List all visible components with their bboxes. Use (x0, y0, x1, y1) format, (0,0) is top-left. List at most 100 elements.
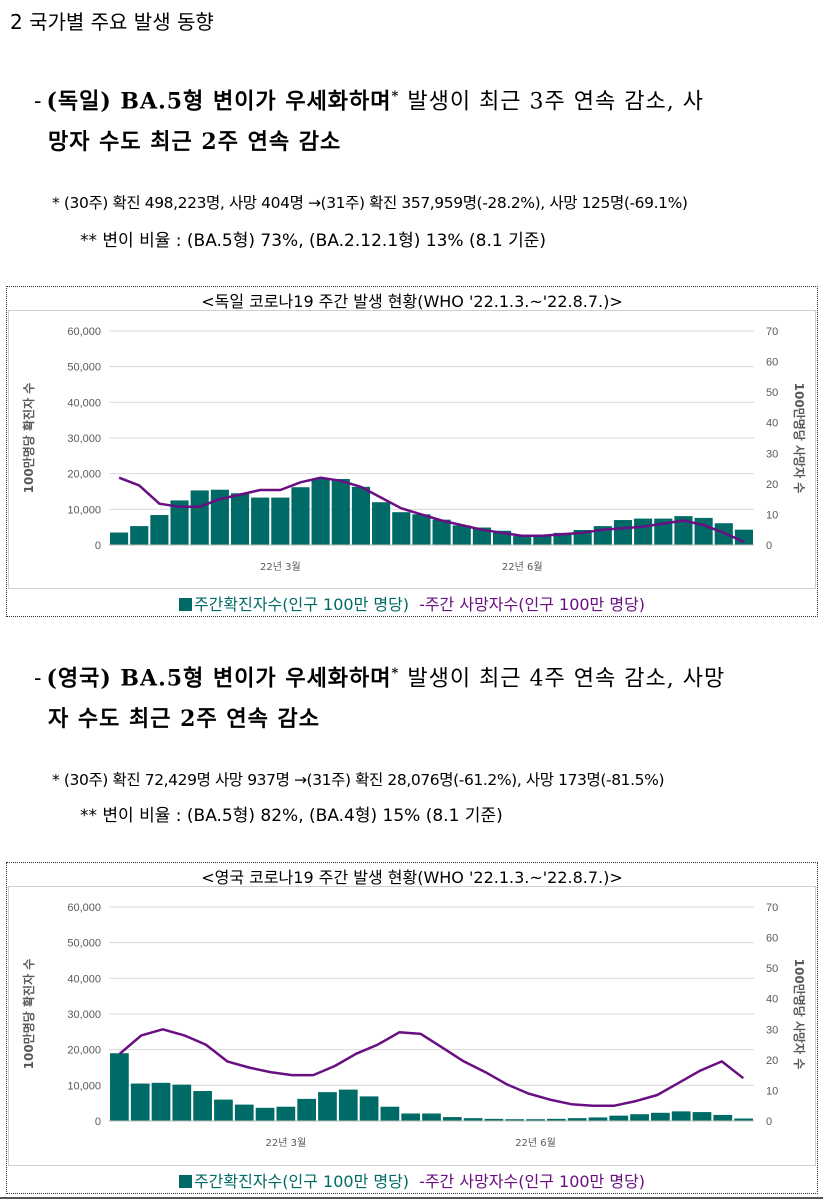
y2-tick-label: 0 (766, 540, 772, 552)
y-tick-label: 0 (95, 1116, 101, 1128)
y-axis-title: 100만명당 확진자 수 (21, 959, 36, 1070)
y-tick-label: 40,000 (67, 397, 101, 409)
cases-bar (526, 1119, 545, 1121)
cases-bar (553, 532, 572, 545)
deaths-legend-label: -주간 사망자수(인구 100만 명당) (419, 595, 646, 614)
uk-headline-rest1: 발생이 최근 4주 연속 감소, 사망 (399, 666, 726, 692)
cases-bar (193, 1091, 212, 1121)
germany-note-2-bold: (BA.5형) 73%, (186, 231, 304, 251)
cases-bar (630, 1114, 649, 1121)
germany-note-2: ** 변이 비율 : (BA.5형) 73%, (BA.2.12.1형) 13%… (80, 226, 546, 251)
cases-bar (713, 1114, 733, 1121)
cases-bar (234, 1104, 254, 1121)
y2-axis-title: 100만명당 사망자 수 (792, 383, 807, 494)
x-tick-label: 22년 6월 (515, 1137, 556, 1149)
x-tick-label: 22년 6월 (502, 561, 543, 573)
y2-tick-label: 50 (766, 387, 778, 399)
uk-headline-main: BA.5형 변이가 우세화하며 (120, 665, 392, 692)
cases-bar (588, 1117, 608, 1121)
y-tick-label: 10,000 (67, 504, 101, 516)
cases-bar (130, 1083, 150, 1121)
uk-legend: 주간확진자수(인구 100만 명당) -주간 사망자수(인구 100만 명당) (7, 1168, 817, 1192)
deaths-line (118, 1028, 745, 1107)
y-tick-label: 30,000 (67, 1009, 101, 1021)
germany-headline-prefix: (독일) (46, 88, 112, 115)
cases-legend-swatch (178, 1175, 192, 1188)
y-tick-label: 50,000 (67, 938, 101, 950)
y-axis-title: 100만명당 확진자 수 (21, 383, 36, 494)
uk-headline-star: * (391, 666, 400, 681)
deaths-legend-label: -주간 사망자수(인구 100만 명당) (419, 1172, 646, 1191)
cases-bar (734, 1118, 753, 1121)
y2-tick-label: 30 (766, 1024, 778, 1036)
y-tick-label: 50,000 (67, 362, 101, 374)
y2-tick-label: 0 (766, 1116, 772, 1128)
cases-bar (110, 1053, 129, 1121)
section-title: 2 국가별 주요 발생 동향 (10, 10, 214, 34)
y2-tick-label: 40 (766, 994, 778, 1006)
cases-bar (172, 1084, 192, 1121)
uk-chart: 0 10,000 20,000 30,000 40,000 50,000 60,000 0 10… (21, 902, 807, 1149)
cases-bar (533, 535, 552, 545)
cases-bar (694, 517, 713, 545)
cases-bar (214, 1099, 233, 1121)
uk-chart-title: <영국 코로나19 주간 발생 현황(WHO '22.1.3.~'22.8.7.… (201, 868, 623, 887)
germany-headline: - (독일) BA.5형 변이가 우세화하며* 발생이 최근 3주 연속 감소, … (34, 88, 704, 156)
cases-bar (251, 497, 270, 545)
y2-tick-label: 10 (766, 509, 778, 521)
uk-figure: <영국 코로나19 주간 발생 현황(WHO '22.1.3.~'22.8.7.… (6, 862, 818, 1194)
cases-bar (297, 1098, 317, 1121)
cases-bar (210, 489, 229, 545)
cases-bar (170, 500, 189, 545)
germany-note-2-rest: (BA.2.12.1형) 13% (8.1 기준) (303, 231, 546, 251)
y-tick-label: 40,000 (67, 973, 101, 985)
y-tick-label: 60,000 (67, 326, 101, 338)
cases-bar (291, 487, 310, 545)
y2-tick-label: 40 (766, 418, 778, 430)
cases-bar (651, 1112, 670, 1121)
uk-note-2-bold: (BA.5형) 82%, (186, 806, 304, 826)
cases-bar (412, 514, 431, 545)
page-bottom-rule (0, 1197, 823, 1199)
cases-bar (130, 526, 149, 545)
uk-headline: - (영국) BA.5형 변이가 우세화하며* 발생이 최근 4주 연속 감소, … (34, 665, 726, 733)
cases-bar (276, 1106, 296, 1121)
cases-bar (351, 486, 371, 545)
cases-bar (271, 497, 290, 545)
cases-bar (432, 519, 451, 545)
germany-note-1: * (30주) 확진 498,223명, 사망 404명 →(31주) 확진 3… (52, 194, 688, 212)
uk-note-2-rest: (BA.4형) 15% (8.1 기준) (303, 806, 503, 826)
cases-legend-label: 주간확진자수(인구 100만 명당) (193, 1172, 410, 1191)
cases-bar (151, 1082, 171, 1121)
cases-bar (484, 1118, 504, 1121)
deaths-line (118, 476, 745, 544)
y2-tick-label: 10 (766, 1085, 778, 1097)
y-tick-label: 20,000 (67, 469, 101, 481)
cases-bar (318, 1092, 337, 1121)
uk-note-2-prefix: ** 변이 비율 : (80, 806, 187, 826)
uk-note-1: * (30주) 확진 72,429명 사망 937명 →(31주) 확진 28,… (52, 771, 665, 789)
x-tick-label: 22년 3월 (260, 561, 301, 573)
uk-chart-frame: 0 10,000 20,000 30,000 40,000 50,000 60,000 0 10… (8, 886, 816, 1166)
cases-bar (392, 512, 411, 545)
y2-tick-label: 20 (766, 479, 778, 491)
cases-bar (359, 1096, 379, 1121)
cases-bar (255, 1107, 275, 1121)
y-tick-label: 10,000 (67, 1080, 101, 1092)
cases-bar (110, 532, 129, 545)
cases-bar (567, 1118, 587, 1121)
uk-note-2: ** 변이 비율 : (BA.5형) 82%, (BA.4형) 15% (8.1… (80, 801, 503, 826)
germany-legend: 주간확진자수(인구 100만 명당) -주간 사망자수(인구 100만 명당) (7, 591, 817, 615)
cases-bar (609, 1115, 629, 1121)
cases-bar (634, 518, 653, 545)
cases-bar (401, 1113, 421, 1121)
cases-bar (463, 1118, 483, 1121)
uk-headline-prefix: (영국) (46, 665, 112, 692)
cases-bar (380, 1106, 400, 1121)
germany-chart: 0 10,000 20,000 30,000 40,000 50,000 60,000 0 10… (21, 326, 807, 573)
cases-bar (472, 527, 491, 545)
y-tick-label: 60,000 (67, 902, 101, 914)
germany-note-2-prefix: ** 변이 비율 : (80, 231, 187, 251)
cases-bar (452, 525, 471, 545)
germany-headline-rest2: 망자 수도 최근 2주 연속 감소 (48, 129, 342, 156)
